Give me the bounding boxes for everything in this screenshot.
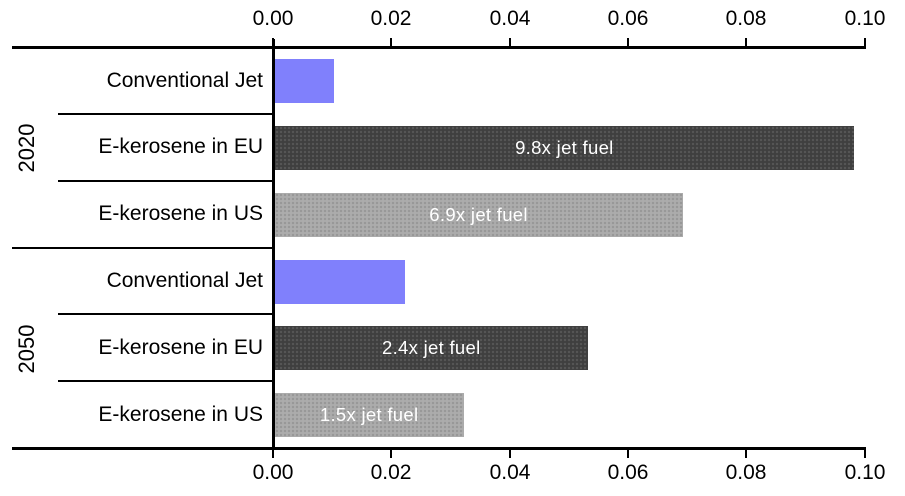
row-separator-line — [58, 179, 274, 182]
x-tick-label-top-5: 0.10 — [844, 7, 886, 30]
chart-row: E-kerosene in EU 2.4x jet fuel — [0, 314, 905, 381]
x-tick-bottom-3 — [627, 450, 629, 458]
x-tick-label-bottom-0: 0.00 — [252, 461, 294, 484]
bar-2020-conventional-jet — [274, 59, 334, 103]
bar-value-label: 9.8x jet fuel — [515, 136, 614, 158]
bar-2050-conventional-jet — [274, 259, 405, 304]
x-tick-bottom-1 — [390, 450, 392, 458]
x-tick-bottom-5 — [864, 450, 866, 458]
x-tick-label-top-3: 0.06 — [607, 7, 649, 30]
x-tick-top-5 — [864, 38, 866, 46]
chart-row: Conventional Jet — [0, 47, 905, 114]
group-separator-line — [12, 246, 274, 249]
x-tick-label-bottom-2: 0.04 — [489, 461, 531, 484]
chart-row: Conventional Jet — [0, 248, 905, 315]
bar-value-label: 1.5x jet fuel — [319, 404, 419, 426]
x-tick-top-1 — [390, 38, 392, 46]
x-tick-label-top-1: 0.02 — [370, 7, 412, 30]
category-label: E-kerosene in US — [98, 402, 263, 426]
bar-2050-e-kerosene-us: 1.5x jet fuel — [274, 393, 464, 438]
x-tick-top-3 — [627, 38, 629, 46]
category-label: Conventional Jet — [106, 68, 263, 92]
row-separator-line — [58, 313, 274, 316]
x-tick-label-bottom-3: 0.06 — [607, 461, 649, 484]
x-tick-top-4 — [745, 38, 747, 46]
category-axis-line — [272, 39, 275, 450]
chart-row: E-kerosene in EU 9.8x jet fuel — [0, 114, 905, 181]
x-tick-label-top-0: 0.00 — [252, 7, 294, 30]
x-tick-bottom-2 — [509, 450, 511, 458]
x-tick-label-bottom-4: 0.08 — [725, 461, 767, 484]
x-tick-bottom-0 — [272, 450, 274, 458]
bar-2050-e-kerosene-eu: 2.4x jet fuel — [274, 326, 588, 371]
chart-row: E-kerosene in US 6.9x jet fuel — [0, 181, 905, 248]
category-label: E-kerosene in EU — [98, 135, 263, 159]
row-separator-line — [58, 112, 274, 115]
bar-value-label: 2.4x jet fuel — [381, 337, 481, 359]
x-axis-top-line — [12, 46, 866, 49]
chart-row: E-kerosene in US 1.5x jet fuel — [0, 381, 905, 448]
x-tick-label-bottom-1: 0.02 — [370, 461, 412, 484]
category-label: E-kerosene in EU — [98, 335, 263, 359]
bar-value-label: 6.9x jet fuel — [429, 203, 528, 225]
x-axis-bottom-line — [12, 447, 866, 450]
category-label: Conventional Jet — [106, 269, 263, 292]
x-tick-label-top-4: 0.08 — [725, 7, 767, 30]
x-tick-top-2 — [509, 38, 511, 46]
x-tick-label-top-2: 0.04 — [489, 7, 531, 30]
bar-2020-e-kerosene-us: 6.9x jet fuel — [274, 192, 683, 237]
bar-2020-e-kerosene-eu: 9.8x jet fuel — [274, 125, 855, 170]
category-label: E-kerosene in US — [98, 202, 263, 226]
x-tick-bottom-4 — [745, 450, 747, 458]
row-separator-line — [58, 380, 274, 383]
x-tick-label-bottom-5: 0.10 — [844, 461, 886, 484]
